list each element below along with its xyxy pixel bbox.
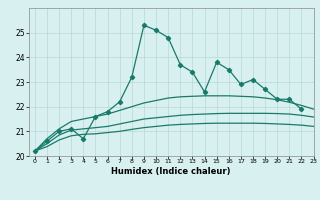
- X-axis label: Humidex (Indice chaleur): Humidex (Indice chaleur): [111, 167, 231, 176]
